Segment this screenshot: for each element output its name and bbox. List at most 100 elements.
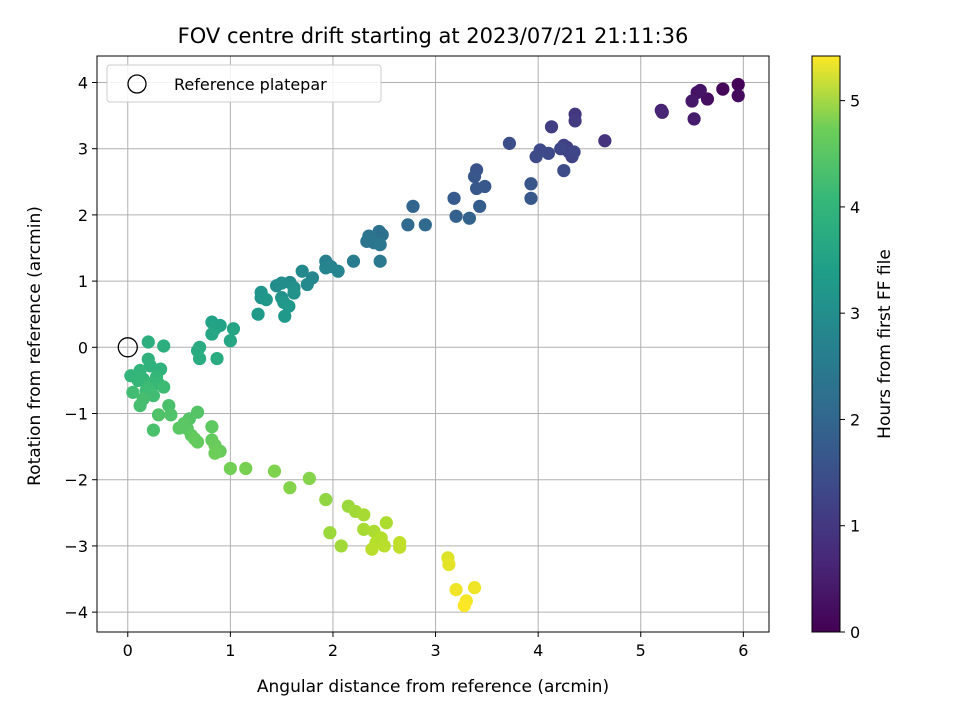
data-point bbox=[567, 145, 581, 159]
data-point bbox=[449, 583, 463, 597]
colorbar-ticks: 0 1 2 3 4 5 bbox=[840, 92, 860, 642]
reference-marker bbox=[117, 337, 138, 358]
data-point bbox=[210, 351, 224, 366]
data-point bbox=[133, 398, 147, 413]
data-point bbox=[524, 177, 538, 191]
x-tick-label: 3 bbox=[430, 641, 440, 660]
data-point bbox=[375, 228, 389, 242]
data-point bbox=[157, 339, 171, 353]
y-ticks: −4 −3 −2 −1 0 1 2 3 4 bbox=[64, 73, 97, 622]
data-point bbox=[283, 481, 297, 495]
data-point bbox=[282, 299, 296, 313]
y-tick-label: 2 bbox=[78, 206, 88, 225]
data-point bbox=[557, 163, 571, 178]
data-point bbox=[131, 373, 145, 388]
data-point bbox=[568, 114, 582, 128]
data-point bbox=[544, 120, 559, 134]
y-tick-label: −2 bbox=[64, 471, 88, 490]
data-point bbox=[346, 254, 361, 268]
data-point bbox=[157, 380, 171, 394]
data-point bbox=[226, 322, 241, 336]
data-point bbox=[377, 539, 391, 553]
data-point bbox=[251, 307, 265, 321]
data-point bbox=[373, 238, 387, 252]
data-point bbox=[418, 218, 432, 232]
data-point bbox=[267, 464, 282, 478]
data-point bbox=[462, 211, 477, 225]
data-point bbox=[334, 539, 348, 553]
data-point bbox=[205, 327, 219, 341]
data-point bbox=[365, 542, 379, 556]
x-ticks: 0 1 2 3 4 5 6 bbox=[123, 632, 748, 660]
data-point bbox=[457, 598, 471, 613]
data-point bbox=[319, 261, 333, 275]
y-tick-label: 3 bbox=[78, 140, 88, 159]
data-point bbox=[126, 385, 140, 399]
legend: Reference platepar bbox=[106, 64, 382, 103]
data-point bbox=[554, 142, 568, 156]
colorbar-tick-label: 5 bbox=[850, 92, 860, 111]
grid bbox=[97, 56, 769, 632]
y-tick-label: −1 bbox=[64, 405, 88, 424]
data-point bbox=[529, 150, 543, 164]
data-point bbox=[190, 435, 205, 449]
data-point bbox=[467, 169, 482, 184]
colorbar-tick-label: 3 bbox=[850, 304, 860, 323]
data-point bbox=[502, 136, 517, 150]
data-point bbox=[331, 264, 345, 278]
data-point bbox=[447, 191, 461, 205]
data-point bbox=[319, 492, 333, 507]
data-point bbox=[685, 94, 699, 108]
colorbar-tick-label: 0 bbox=[850, 623, 860, 642]
data-point bbox=[406, 199, 420, 213]
data-point bbox=[655, 105, 669, 119]
plot-background bbox=[97, 56, 769, 632]
data-point bbox=[269, 279, 284, 293]
legend-box bbox=[106, 64, 382, 103]
x-tick-label: 2 bbox=[328, 641, 338, 660]
y-axis-label: Rotation from reference (arcmin) bbox=[25, 206, 45, 486]
colorbar-tick-label: 2 bbox=[850, 410, 860, 429]
data-point bbox=[449, 209, 463, 223]
data-point bbox=[731, 89, 745, 103]
data-point bbox=[287, 286, 301, 300]
colorbar-gradient bbox=[811, 55, 841, 633]
x-tick-label: 1 bbox=[225, 641, 235, 660]
data-point bbox=[598, 134, 612, 148]
colorbar-label: Hours from first FF file bbox=[875, 249, 895, 439]
y-tick-label: −4 bbox=[64, 603, 88, 622]
y-tick-label: 1 bbox=[78, 272, 88, 291]
data-point bbox=[302, 471, 316, 485]
plot-area bbox=[97, 56, 769, 632]
data-point bbox=[473, 199, 487, 213]
data-point bbox=[146, 423, 161, 437]
data-point bbox=[146, 389, 161, 403]
data-point bbox=[379, 516, 393, 530]
data-point bbox=[278, 309, 292, 323]
x-axis-label: Angular distance from reference (arcmin) bbox=[257, 677, 609, 697]
data-point bbox=[223, 334, 237, 348]
data-point bbox=[357, 522, 371, 536]
data-point bbox=[401, 218, 415, 232]
x-tick-label: 6 bbox=[738, 641, 748, 660]
y-tick-label: 0 bbox=[78, 338, 88, 357]
data-point bbox=[357, 508, 371, 522]
data-point bbox=[143, 359, 157, 373]
data-point bbox=[164, 408, 178, 422]
data-point bbox=[141, 335, 155, 349]
data-point bbox=[205, 420, 219, 434]
data-point bbox=[442, 557, 456, 572]
legend-reference-marker bbox=[127, 74, 147, 94]
data-point bbox=[151, 408, 166, 422]
data-point bbox=[239, 461, 253, 476]
y-tick-label: −3 bbox=[64, 537, 88, 556]
data-point bbox=[223, 461, 237, 476]
x-tick-label: 0 bbox=[123, 641, 133, 660]
data-point bbox=[300, 277, 314, 292]
data-point bbox=[323, 526, 337, 540]
data-point bbox=[693, 83, 707, 98]
chart-title: FOV centre drift starting at 2023/07/21 … bbox=[178, 24, 689, 48]
axes-border bbox=[96, 55, 770, 633]
data-point bbox=[295, 264, 309, 278]
